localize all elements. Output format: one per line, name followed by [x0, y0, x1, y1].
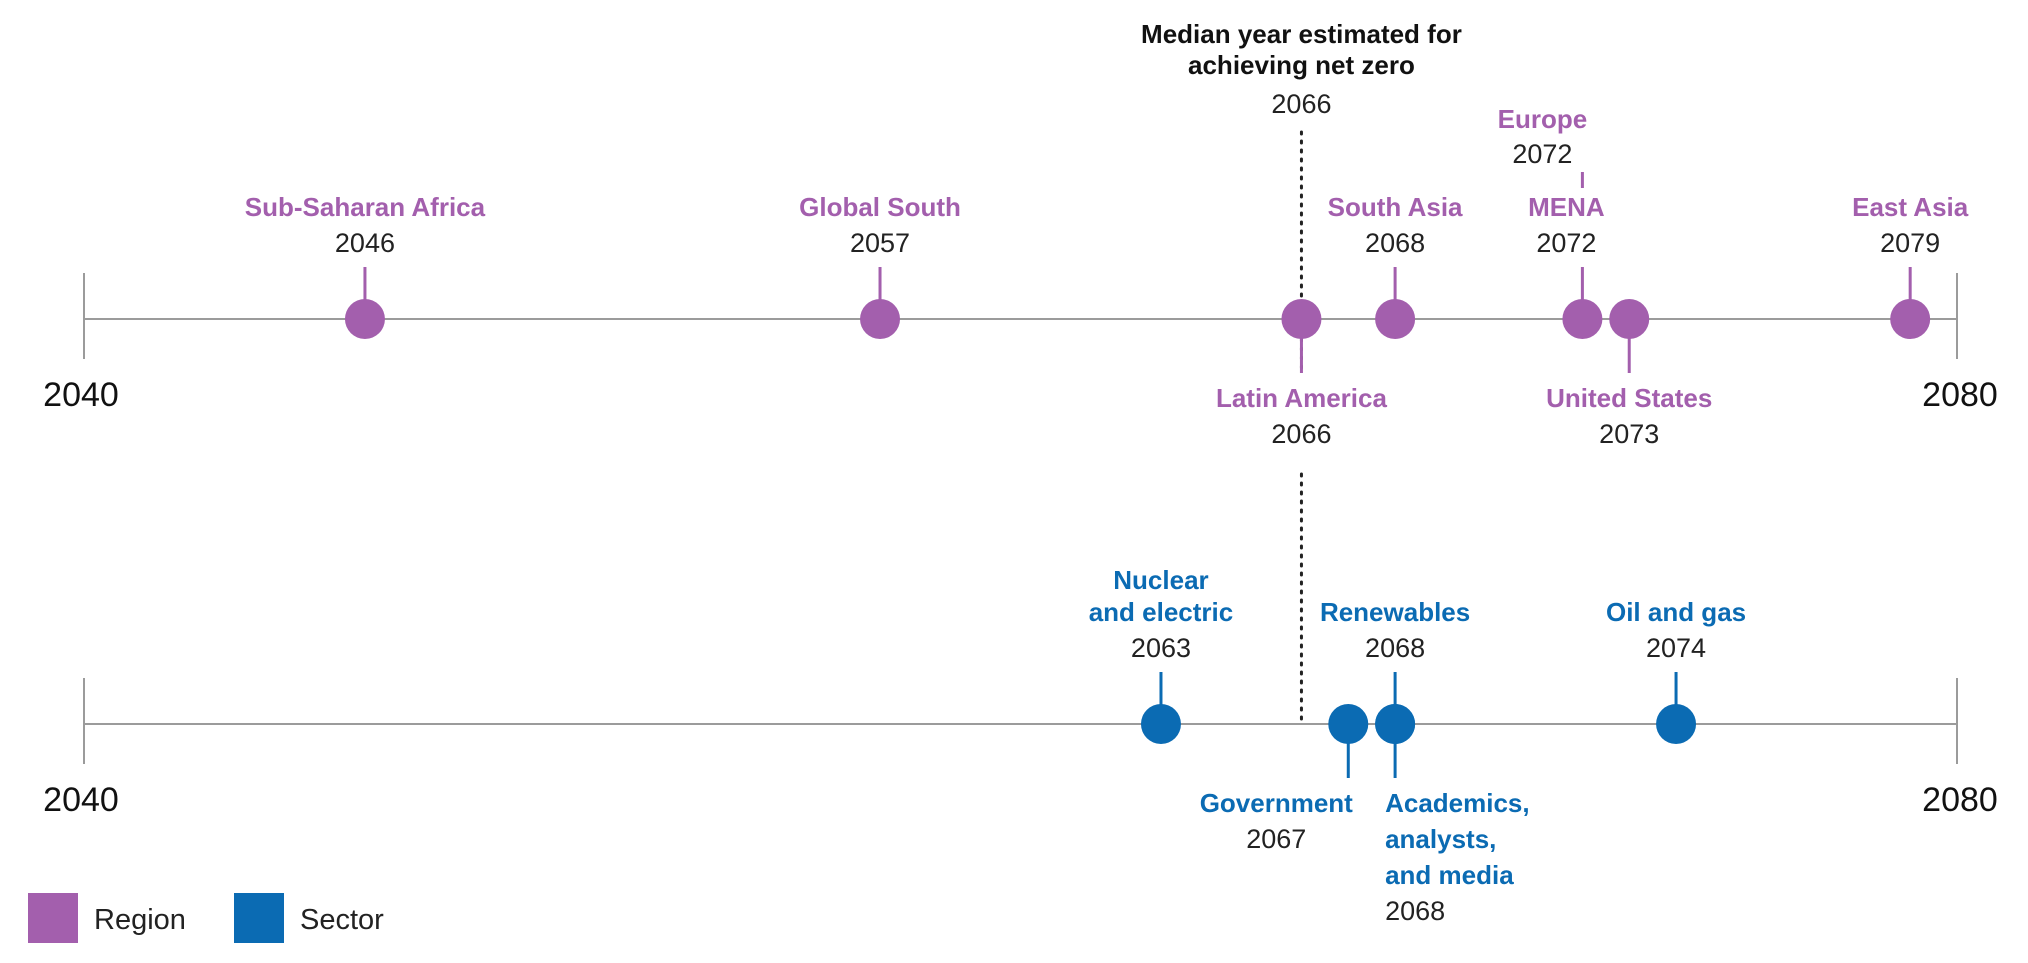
point-label-latin-america: Latin America — [1216, 383, 1388, 413]
point-label-europe: Europe — [1498, 104, 1588, 134]
point-marker-region-east-asia — [1890, 299, 1931, 339]
point-marker-region-mena — [1562, 299, 1603, 339]
point-year-nuclear-and-electric: 2063 — [1131, 633, 1191, 663]
legend-swatch-region — [28, 893, 78, 943]
point-year-europe: 2072 — [1512, 139, 1572, 169]
point-label-renewables: Renewables — [1320, 597, 1470, 627]
point-year-latin-america: 2066 — [1271, 419, 1331, 449]
point-year-sub-saharan-africa: 2046 — [335, 228, 395, 258]
point-marker-region-south-asia — [1375, 299, 1416, 339]
median-label-line-2: achieving net zero — [1188, 50, 1415, 80]
point-label-nuclear-and-electric-line-1: Nuclear — [1113, 565, 1208, 595]
point-year-east-asia: 2079 — [1880, 228, 1940, 258]
point-label-global-south: Global South — [799, 192, 961, 222]
point-label-government: Government — [1200, 788, 1353, 818]
point-year-oil-and-gas: 2074 — [1646, 633, 1706, 663]
point-label-academics-analysts-and-media-line-1: Academics, — [1385, 788, 1530, 818]
point-label-united-states: United States — [1546, 383, 1712, 413]
point-marker-region-global-south — [860, 299, 901, 339]
point-year-government: 2067 — [1246, 824, 1306, 854]
point-label-sub-saharan-africa: Sub-Saharan Africa — [245, 192, 486, 222]
point-year-south-asia: 2068 — [1365, 228, 1425, 258]
point-label-academics-analysts-and-media-line-2: analysts, — [1385, 824, 1496, 854]
median-label-line-1: Median year estimated for — [1141, 19, 1462, 49]
legend-swatch-sector — [234, 893, 284, 943]
point-label-south-asia: South Asia — [1328, 192, 1463, 222]
legend-label-sector: Sector — [300, 904, 384, 936]
point-label-nuclear-and-electric-line-2: and electric — [1089, 597, 1234, 627]
point-year-mena: 2072 — [1536, 228, 1596, 258]
point-year-renewables: 2068 — [1365, 633, 1425, 663]
point-marker-sector-academics-analysts-and-media — [1375, 704, 1416, 744]
point-label-mena: MENA — [1528, 192, 1605, 222]
point-marker-sector-oil-and-gas — [1656, 704, 1697, 744]
axis-start-label-sector: 2040 — [43, 781, 119, 819]
point-year-united-states: 2073 — [1599, 419, 1659, 449]
point-marker-sector-government — [1328, 704, 1369, 744]
point-marker-region-united-states — [1609, 299, 1650, 339]
axis-end-label-region: 2080 — [1922, 376, 1998, 414]
axis-start-label-region: 2040 — [43, 376, 119, 414]
point-marker-region-latin-america — [1281, 299, 1322, 339]
point-label-oil-and-gas: Oil and gas — [1606, 597, 1746, 627]
legend-label-region: Region — [94, 904, 186, 936]
point-marker-sector-nuclear-and-electric — [1140, 704, 1181, 744]
point-label-east-asia: East Asia — [1852, 192, 1969, 222]
point-label-academics-analysts-and-media-line-3: and media — [1385, 860, 1514, 890]
point-marker-region-sub-saharan-africa — [344, 299, 385, 339]
point-year-academics-analysts-and-media: 2068 — [1385, 896, 1445, 926]
median-year-label: 2066 — [1271, 89, 1331, 119]
point-year-global-south: 2057 — [850, 228, 910, 258]
axis-end-label-sector: 2080 — [1922, 781, 1998, 819]
